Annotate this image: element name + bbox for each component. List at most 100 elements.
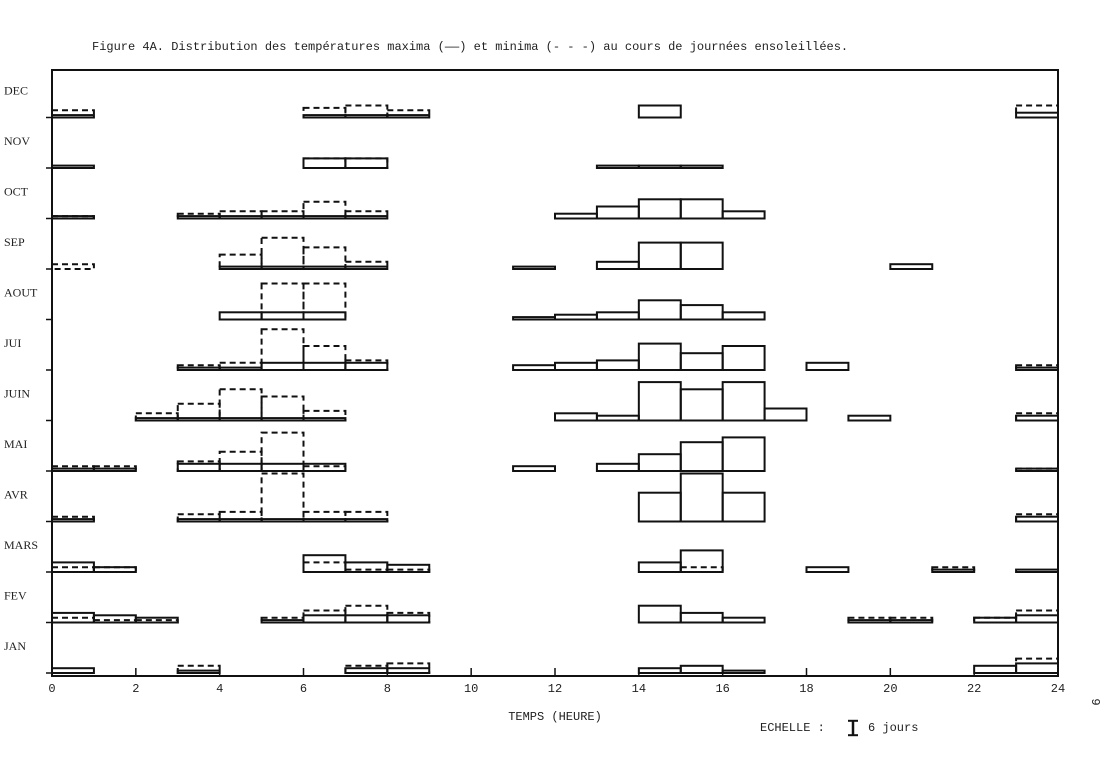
min-bar <box>344 510 389 523</box>
min-bar <box>344 157 389 169</box>
min-bar <box>218 361 263 371</box>
max-bar <box>679 388 724 422</box>
min-bar <box>92 619 137 624</box>
min-bar <box>344 359 389 371</box>
row-label: OCT <box>4 184 29 198</box>
max-bar <box>679 304 724 321</box>
max-bar <box>637 299 682 321</box>
row-label: FEV <box>4 588 27 602</box>
min-bar <box>51 263 95 271</box>
max-bar <box>344 361 389 371</box>
max-bar <box>679 611 724 624</box>
min-bar <box>344 210 389 220</box>
row-label: SEP <box>4 235 25 249</box>
max-bar <box>512 265 556 271</box>
max-bar <box>637 381 682 422</box>
x-tick-label: 16 <box>715 682 729 696</box>
max-bar <box>595 359 640 371</box>
min-bar <box>260 328 305 372</box>
min-bar <box>302 561 347 574</box>
max-bar <box>554 313 598 321</box>
x-tick-label: 0 <box>48 682 55 696</box>
min-bar <box>973 616 1018 624</box>
max-bar <box>595 462 640 472</box>
min-bar <box>302 200 347 220</box>
max-bar <box>721 311 766 321</box>
max-bar <box>554 412 598 422</box>
max-bar <box>637 491 682 523</box>
row-label: AVR <box>4 487 28 501</box>
max-bar <box>805 566 850 574</box>
max-bar <box>302 157 347 169</box>
max-bar <box>595 260 640 270</box>
min-bar <box>889 616 934 624</box>
min-bar <box>134 619 179 624</box>
max-bar <box>51 164 95 170</box>
max-bar <box>386 563 431 573</box>
min-bar <box>344 104 389 119</box>
max-bar <box>637 453 682 473</box>
max-bar <box>176 462 221 472</box>
x-tick-label: 24 <box>1051 682 1065 696</box>
min-bar <box>176 513 221 523</box>
min-bar <box>260 431 305 473</box>
plot-frame <box>51 69 1059 677</box>
min-bar <box>176 460 221 472</box>
x-tick-label: 18 <box>799 682 813 696</box>
min-bar <box>92 566 137 574</box>
min-bar <box>51 515 95 523</box>
min-bar <box>302 465 347 473</box>
x-tick-label: 12 <box>548 682 562 696</box>
row-label: MARS <box>4 538 38 552</box>
max-bar <box>721 669 766 674</box>
max-bar <box>679 241 724 271</box>
max-bar <box>679 472 724 523</box>
min-bar <box>176 664 221 674</box>
row-label: JUI <box>4 336 21 350</box>
max-bar <box>595 164 640 170</box>
x-tick-label: 2 <box>132 682 139 696</box>
min-bar <box>260 210 305 220</box>
row-label: JUIN <box>4 386 30 400</box>
min-bar <box>344 568 389 573</box>
max-bar <box>1015 568 1059 573</box>
x-tick-label: 4 <box>216 682 223 696</box>
max-bar <box>1015 662 1059 675</box>
min-bar <box>51 109 95 119</box>
min-bar <box>1015 364 1059 372</box>
row-label: JAN <box>4 639 26 653</box>
min-bar <box>260 616 305 624</box>
min-bar <box>302 157 347 169</box>
x-tick-label: 22 <box>967 682 981 696</box>
min-bar <box>218 510 263 523</box>
max-bar <box>679 198 724 220</box>
min-bar <box>260 472 305 523</box>
x-tick-label: 6 <box>300 682 307 696</box>
min-bar <box>134 412 179 422</box>
max-bar <box>92 614 137 624</box>
x-tick-label: 8 <box>384 682 391 696</box>
min-bar <box>218 253 263 271</box>
min-bar <box>302 246 347 270</box>
min-bar <box>302 282 347 321</box>
min-bar <box>218 450 263 472</box>
min-bar <box>1015 657 1059 674</box>
min-bar <box>260 395 305 422</box>
row-label: NOV <box>4 134 30 148</box>
max-bar <box>637 198 682 220</box>
max-bar <box>721 616 766 624</box>
max-bar <box>637 561 682 574</box>
min-bar <box>260 236 305 271</box>
max-bar <box>679 164 724 170</box>
min-bar <box>1015 467 1059 473</box>
min-bar <box>1015 412 1059 422</box>
min-bar <box>218 210 263 220</box>
max-bar <box>637 104 682 119</box>
max-bar <box>512 465 556 473</box>
page-number: 9 <box>1088 698 1102 705</box>
min-bar <box>302 510 347 523</box>
min-bar <box>1015 609 1059 624</box>
max-bar <box>512 364 556 372</box>
min-bar <box>92 465 137 473</box>
max-bar <box>218 311 263 321</box>
